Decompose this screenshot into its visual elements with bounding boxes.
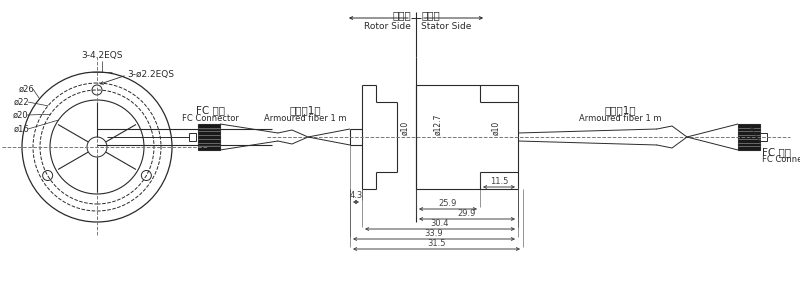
Bar: [738, 124, 760, 150]
Text: 30.4: 30.4: [430, 219, 450, 227]
Text: 4.3: 4.3: [350, 191, 362, 201]
Bar: [189, 133, 196, 141]
Bar: [198, 124, 220, 150]
Text: 定子边: 定子边: [421, 10, 440, 20]
Text: 31.5: 31.5: [427, 238, 446, 248]
Text: Armoured fiber 1 m: Armoured fiber 1 m: [264, 114, 346, 123]
Text: Armoured fiber 1 m: Armoured fiber 1 m: [578, 114, 662, 123]
Text: ø10: ø10: [401, 121, 410, 135]
Text: Rotor Side: Rotor Side: [364, 22, 411, 31]
Text: ø16: ø16: [14, 124, 30, 134]
Text: FC 接头: FC 接头: [195, 105, 225, 115]
Text: 3-ø2.2EQS: 3-ø2.2EQS: [127, 71, 174, 79]
Text: FC Connector: FC Connector: [762, 155, 800, 164]
Text: ø22: ø22: [14, 98, 30, 106]
Text: 25.9: 25.9: [439, 199, 457, 207]
Text: FC Connector: FC Connector: [182, 114, 238, 123]
Text: 3-4.2EQS: 3-4.2EQS: [82, 51, 122, 60]
Text: Stator Side: Stator Side: [421, 22, 471, 31]
Text: ø10: ø10: [491, 121, 501, 135]
Text: 光纤线1米: 光纤线1米: [604, 105, 636, 115]
Text: ø26: ø26: [19, 84, 34, 94]
Text: 29.9: 29.9: [458, 209, 476, 217]
Text: ø20: ø20: [13, 111, 29, 119]
Bar: [760, 133, 767, 141]
Text: 33.9: 33.9: [425, 229, 443, 237]
Text: 转子边: 转子边: [392, 10, 411, 20]
Text: 光纤线1米: 光纤线1米: [289, 105, 321, 115]
Text: ø12.7: ø12.7: [434, 114, 442, 135]
Text: FC 接头: FC 接头: [762, 147, 791, 157]
Text: 11.5: 11.5: [490, 176, 508, 186]
